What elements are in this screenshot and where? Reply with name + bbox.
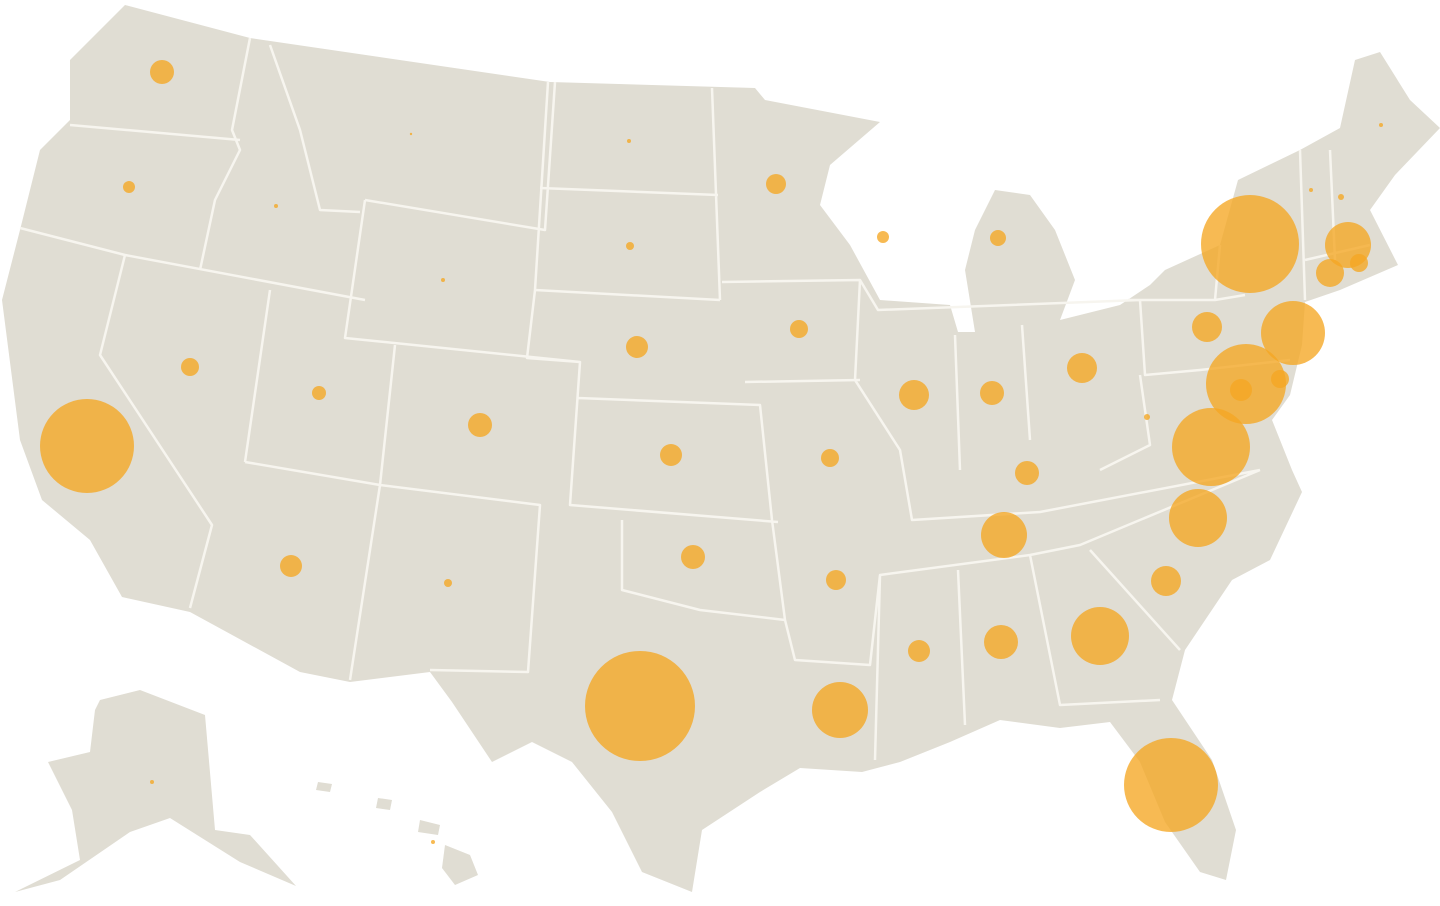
symbol-ok[interactable] [681, 545, 705, 569]
symbol-fl[interactable] [1124, 738, 1218, 832]
symbol-ks[interactable] [660, 444, 682, 466]
symbol-or[interactable] [123, 181, 135, 193]
symbol-in[interactable] [980, 381, 1004, 405]
symbol-tn[interactable] [981, 512, 1027, 558]
symbol-wy[interactable] [441, 278, 445, 282]
symbol-wv[interactable] [1144, 414, 1150, 420]
symbol-ia[interactable] [790, 320, 808, 338]
symbol-ky[interactable] [1015, 461, 1039, 485]
symbol-ut[interactable] [312, 386, 326, 400]
symbol-ms[interactable] [908, 640, 930, 662]
hawaii-shape [316, 782, 478, 885]
symbol-ct[interactable] [1316, 259, 1344, 287]
symbol-pa[interactable] [1192, 312, 1222, 342]
alaska-shape [15, 690, 296, 892]
symbol-hi[interactable] [431, 840, 435, 844]
symbol-wi[interactable] [877, 231, 889, 243]
symbol-de[interactable] [1271, 370, 1289, 388]
symbol-ne[interactable] [626, 336, 648, 358]
symbol-nj[interactable] [1261, 301, 1325, 365]
symbol-ga[interactable] [1071, 607, 1129, 665]
symbol-ca[interactable] [40, 399, 134, 493]
symbol-wa[interactable] [150, 60, 174, 84]
symbol-mi[interactable] [990, 230, 1006, 246]
symbol-ri[interactable] [1350, 254, 1368, 272]
symbol-tx[interactable] [585, 651, 695, 761]
symbol-ak[interactable] [150, 780, 154, 784]
symbol-me[interactable] [1379, 123, 1383, 127]
symbol-sd[interactable] [626, 242, 634, 250]
symbol-il[interactable] [899, 380, 929, 410]
symbol-nh[interactable] [1338, 194, 1344, 200]
symbol-mt[interactable] [409, 132, 413, 136]
symbol-mo[interactable] [821, 449, 839, 467]
symbol-la[interactable] [812, 682, 868, 738]
symbol-co[interactable] [468, 413, 492, 437]
symbol-az[interactable] [280, 555, 302, 577]
symbol-vt[interactable] [1309, 188, 1313, 192]
symbol-dc[interactable] [1230, 379, 1252, 401]
symbol-oh[interactable] [1067, 353, 1097, 383]
symbol-nc[interactable] [1169, 489, 1227, 547]
symbol-nm[interactable] [444, 579, 452, 587]
symbol-nd[interactable] [627, 139, 631, 143]
symbol-nv[interactable] [181, 358, 199, 376]
symbol-al[interactable] [984, 625, 1018, 659]
symbol-ny[interactable] [1201, 195, 1299, 293]
symbol-va[interactable] [1172, 408, 1250, 486]
symbol-layer [40, 60, 1383, 844]
symbol-sc[interactable] [1151, 566, 1181, 596]
symbol-id[interactable] [274, 204, 278, 208]
symbol-ar[interactable] [826, 570, 846, 590]
symbol-mn[interactable] [766, 174, 786, 194]
